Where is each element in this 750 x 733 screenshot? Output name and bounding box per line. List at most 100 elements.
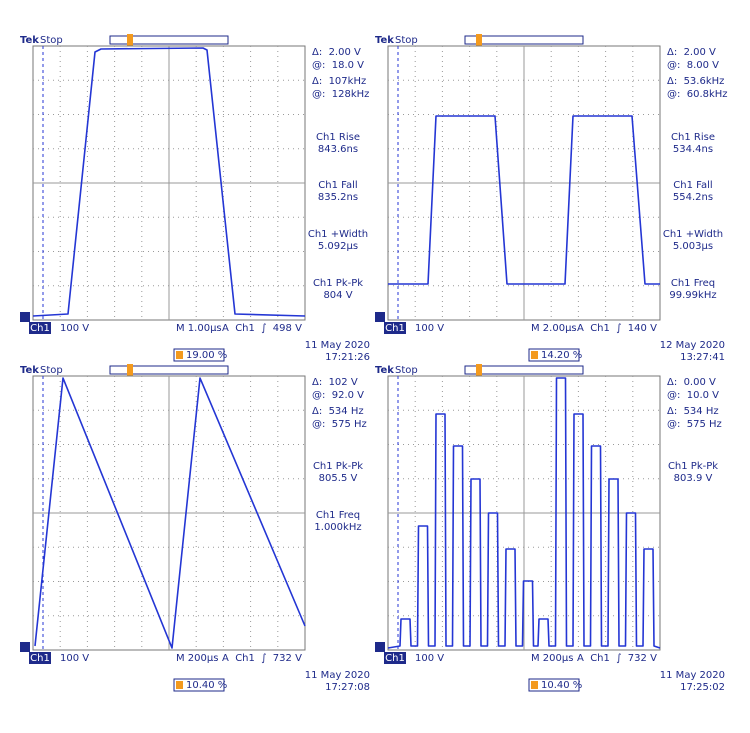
trigger-position: 19.00 %: [186, 350, 227, 361]
channel-box: [29, 652, 51, 664]
trigger-marker: [127, 34, 133, 46]
ground-marker: [375, 642, 385, 652]
measurement-value: 5.003µs: [673, 241, 713, 252]
trigger-marker: [127, 364, 133, 376]
measurement-label: Ch1 Rise: [671, 132, 715, 143]
cursor-readout: Δ: 2.00 V: [667, 47, 716, 58]
channel: Ch1: [385, 653, 405, 664]
channel: Ch1: [30, 323, 50, 334]
scope-panel: Tek Stop Δ: 0.00 V @: 10.0 V Δ: 534 Hz @: 575…: [375, 364, 725, 693]
scope-panel: Tek Stop Δ: 2.00 V @: 8.00 V Δ: 53.6kHz @: 60…: [375, 34, 728, 363]
waveform: [388, 115, 660, 285]
measurement-label: Ch1 Fall: [673, 180, 712, 191]
cursor-readout: Δ: 0.00 V: [667, 377, 716, 388]
scope-panel: Tek Stop Δ: 102 V @: 92.0 V Δ: 534 Hz @: 575 …: [20, 364, 370, 693]
measurement-value: 835.2ns: [318, 192, 358, 203]
cursor-readout: @: 10.0 V: [667, 390, 719, 401]
measurement-value: 805.5 V: [319, 473, 358, 484]
cursor-readout: @: 575 Hz: [312, 419, 367, 430]
trigger: A Ch1 ∫ 140 V: [577, 323, 657, 334]
waveform: [387, 377, 661, 649]
cursor-readout: Δ: 534 Hz: [312, 406, 364, 417]
trigger: A Ch1 ∫ 498 V: [222, 323, 302, 334]
date: 12 May 2020: [660, 340, 725, 351]
time: 17:21:26: [325, 352, 370, 363]
measurement-value: 5.092µs: [318, 241, 358, 252]
cursor-readout: @: 8.00 V: [667, 60, 719, 71]
measurement-label: Ch1 Fall: [318, 180, 357, 191]
time: 13:27:41: [680, 352, 725, 363]
ground-marker: [20, 642, 30, 652]
brand: Tek: [375, 365, 394, 376]
cursor-readout: @: 18.0 V: [312, 60, 364, 71]
timebase: M 2.00µs: [531, 323, 577, 334]
trigger-position-icon: [531, 351, 538, 359]
trigger-position: 10.40 %: [541, 680, 582, 691]
time: 17:25:02: [680, 682, 725, 693]
trigger-position-box: [173, 678, 225, 692]
brand: Tek: [20, 35, 39, 46]
waveform: [34, 377, 306, 649]
measurement-label: Ch1 Freq: [671, 278, 715, 289]
trigger-position: 14.20 %: [541, 350, 582, 361]
trigger-position-icon: [176, 681, 183, 689]
cursor-readout: @: 128kHz: [312, 89, 369, 100]
record-bar: [464, 35, 584, 45]
measurement-value: 804 V: [323, 290, 352, 301]
measurement-value: 554.2ns: [673, 192, 713, 203]
channel: Ch1: [30, 653, 50, 664]
scale: 100 V: [60, 323, 89, 334]
cursor-readout: Δ: 53.6kHz: [667, 76, 724, 87]
channel-box: [384, 652, 406, 664]
trigger-position-icon: [176, 351, 183, 359]
trigger-position: 10.40 %: [186, 680, 227, 691]
measurement-label: Ch1 Pk-Pk: [313, 278, 363, 289]
measurement-value: 843.6ns: [318, 144, 358, 155]
measurement-label: Ch1 Freq: [316, 510, 360, 521]
cursor-readout: Δ: 534 Hz: [667, 406, 719, 417]
trigger-position-box: [528, 348, 580, 362]
measurement-label: Ch1 Pk-Pk: [668, 461, 718, 472]
measurement-label: Ch1 +Width: [308, 229, 368, 240]
timebase: M 1.00µs: [176, 323, 222, 334]
trigger: A Ch1 ∫ 732 V: [222, 653, 302, 664]
record-bar: [464, 365, 584, 375]
ground-marker: [375, 312, 385, 322]
channel-box: [384, 322, 406, 334]
brand: Tek: [20, 365, 39, 376]
status: Stop: [40, 365, 63, 376]
date: 11 May 2020: [305, 670, 370, 681]
cursor-readout: @: 60.8kHz: [667, 89, 728, 100]
scale: 100 V: [415, 323, 444, 334]
channel: Ch1: [385, 323, 405, 334]
record-bar: [109, 365, 229, 375]
trigger-position-box: [173, 348, 225, 362]
scale: 100 V: [60, 653, 89, 664]
measurement-value: 534.4ns: [673, 144, 713, 155]
measurement-label: Ch1 Pk-Pk: [313, 461, 363, 472]
status: Stop: [40, 35, 63, 46]
ground-marker: [20, 312, 30, 322]
waveform: [32, 47, 306, 317]
status: Stop: [395, 35, 418, 46]
trigger-position-box: [528, 678, 580, 692]
measurement-label: Ch1 +Width: [663, 229, 723, 240]
measurement-label: Ch1 Rise: [316, 132, 360, 143]
measurement-value: 803.9 V: [674, 473, 713, 484]
record-bar: [109, 35, 229, 45]
trigger: A Ch1 ∫ 732 V: [577, 653, 657, 664]
trigger-marker: [476, 364, 482, 376]
cursor-readout: @: 92.0 V: [312, 390, 364, 401]
scale: 100 V: [415, 653, 444, 664]
status: Stop: [395, 365, 418, 376]
date: 11 May 2020: [660, 670, 725, 681]
trigger-marker: [476, 34, 482, 46]
cursor-readout: Δ: 107kHz: [312, 76, 366, 87]
scope-panel: Tek Stop Δ: 2.00 V @: 18.0 V Δ: 107kHz @: 128…: [20, 34, 370, 363]
timebase: M 200µs: [176, 653, 218, 664]
cursor-readout: Δ: 102 V: [312, 377, 358, 388]
time: 17:27:08: [325, 682, 370, 693]
brand: Tek: [375, 35, 394, 46]
